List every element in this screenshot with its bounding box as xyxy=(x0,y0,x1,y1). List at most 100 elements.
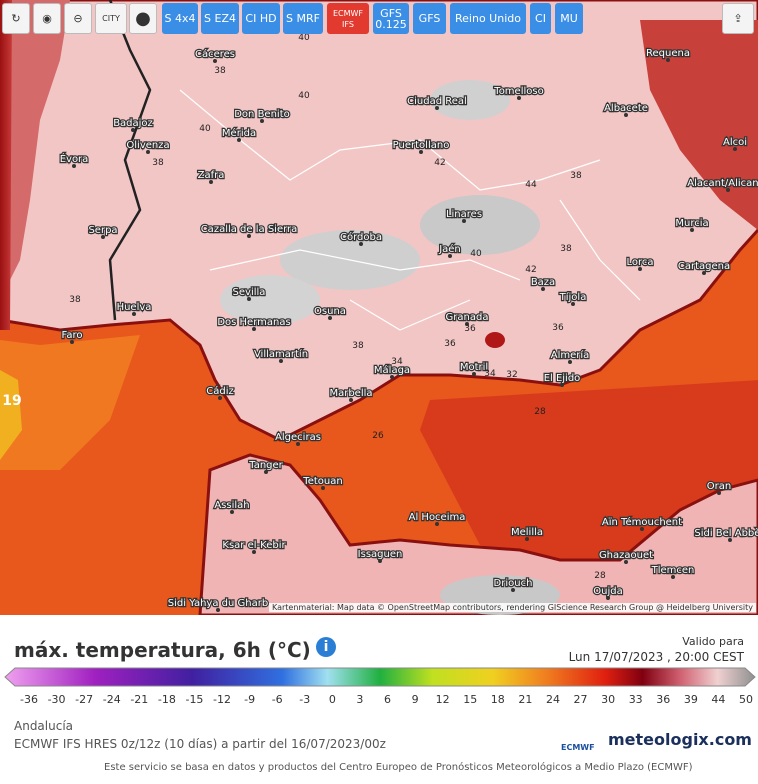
city-label: Jaén xyxy=(438,243,461,255)
city-label: Ksar el-Kebir xyxy=(222,540,286,551)
model-button[interactable]: ECMWF IFS xyxy=(327,3,369,34)
city-label: Almería xyxy=(551,349,590,361)
legend-tick-label: -3 xyxy=(299,693,310,706)
model-button[interactable]: CI HD xyxy=(242,3,280,34)
location-button[interactable]: ◉ xyxy=(33,3,61,34)
city-dot xyxy=(435,522,439,526)
marker-button[interactable]: ● xyxy=(129,3,157,34)
city-dot xyxy=(146,150,150,154)
city-label: Villamartín xyxy=(254,348,308,360)
city-dot xyxy=(390,375,394,379)
city-dot xyxy=(264,470,268,474)
contour-label: 40 xyxy=(199,124,211,134)
model-button[interactable]: S MRF xyxy=(283,3,323,34)
city-button[interactable]: CITY xyxy=(95,3,127,34)
contour-label: 40 xyxy=(298,91,310,101)
city-dot xyxy=(213,59,217,63)
contour-label: 40 xyxy=(298,33,310,43)
model-button[interactable]: GFS 0.125 xyxy=(373,3,409,34)
contour-label: 42 xyxy=(434,158,445,168)
refresh-button[interactable]: ↻ xyxy=(2,3,30,34)
city-label: Baza xyxy=(531,277,555,288)
city-label: Serpa xyxy=(88,225,117,236)
city-label: Alcoi xyxy=(723,137,747,148)
city-label: Cazalla de la Sierra xyxy=(201,224,298,235)
city-label: Melilla xyxy=(511,527,543,538)
city-label: Motril xyxy=(460,362,488,373)
legend-tick-label: 12 xyxy=(436,693,450,706)
legend-tick-label: 27 xyxy=(574,693,588,706)
color-bar xyxy=(4,667,756,687)
legend-tick-label: 15 xyxy=(463,693,477,706)
city-label: Requena xyxy=(646,48,690,59)
model-button[interactable]: S 4x4 xyxy=(162,3,198,34)
model-button[interactable]: MU xyxy=(555,3,583,34)
city-dot xyxy=(624,113,628,117)
cool-patch xyxy=(220,275,320,325)
contour-label: 38 xyxy=(352,341,364,351)
legend-tick-label: 9 xyxy=(412,693,419,706)
city-label: El Ejido xyxy=(544,373,581,384)
city-dot xyxy=(378,559,382,563)
contour-label: 38 xyxy=(570,171,582,181)
city-dot xyxy=(349,398,353,402)
city-dot xyxy=(560,383,564,387)
city-label: Cáceres xyxy=(195,48,235,60)
city-label: Issaguen xyxy=(358,549,403,560)
city-dot xyxy=(321,486,325,490)
city-label: Algeciras xyxy=(275,432,321,443)
city-dot xyxy=(328,316,332,320)
city-label: Tomelloso xyxy=(493,86,543,97)
model-button[interactable]: CI xyxy=(530,3,551,34)
legend-tick-label: 33 xyxy=(629,693,643,706)
info-icon[interactable]: i xyxy=(316,637,336,657)
city-label: Sevilla xyxy=(233,287,266,298)
share-button[interactable]: ⇪ xyxy=(722,3,754,34)
model-button[interactable]: S EZ4 xyxy=(201,3,239,34)
toolbar: ↻ ◉ ⊖ CITY ● S 4x4 S EZ4 CI HD S MRF ECMWF I… xyxy=(0,0,758,36)
city-dot xyxy=(260,119,264,123)
contour-label: 38 xyxy=(69,295,81,305)
color-legend: -36 -30 -27 -24 -21 -18 -15 -12 -9 -6 -3 0 3 6 9 12 15 18… xyxy=(4,667,756,706)
city-label: Oran xyxy=(707,481,731,492)
legend-tick-label: 21 xyxy=(518,693,532,706)
city-dot xyxy=(237,138,241,142)
legend-tick-label: 36 xyxy=(656,693,670,706)
model-button[interactable]: GFS xyxy=(413,3,446,34)
city-dot xyxy=(717,491,721,495)
city-dot xyxy=(568,360,572,364)
map[interactable]: Cáceres Don Benito Badajoz Mérida Olivenza Év… xyxy=(0,0,758,615)
city-label: Cartagena xyxy=(678,261,730,272)
hot-spot xyxy=(485,332,505,348)
city-dot xyxy=(419,150,423,154)
city-dot xyxy=(247,234,251,238)
ecmwf-logo: ECMWF xyxy=(561,743,595,752)
zoom-button[interactable]: ⊖ xyxy=(64,3,92,34)
city-dot xyxy=(132,312,136,316)
city-label: Albacete xyxy=(604,103,648,114)
city-dot xyxy=(690,228,694,232)
info-panel: máx. temperatura, 6h (°C) i Valido para … xyxy=(0,615,758,784)
contour-label: 26 xyxy=(372,431,384,441)
model-button[interactable]: Reino Unido xyxy=(450,3,526,34)
city-dot xyxy=(252,550,256,554)
city-dot xyxy=(218,396,222,400)
site-logo[interactable]: meteologix.com xyxy=(608,730,752,749)
border xyxy=(108,0,152,321)
city-dot xyxy=(702,271,706,275)
city-label: Marbella xyxy=(329,388,372,399)
cool-patch xyxy=(430,80,510,120)
contour-label: 36 xyxy=(552,323,564,333)
legend-tick-label: 24 xyxy=(546,693,560,706)
valid-time: Lun 17/07/2023 , 20:00 CEST xyxy=(568,650,744,664)
contour-label: 32 xyxy=(506,370,517,380)
city-dot xyxy=(70,340,74,344)
city-label: Córdoba xyxy=(340,231,382,243)
city-label: Huelva xyxy=(117,302,152,313)
city-dot xyxy=(733,147,737,151)
city-label: Murcia xyxy=(675,218,708,229)
city-label: Cádiz xyxy=(206,385,234,397)
legend-tick-label: 50 xyxy=(739,693,753,706)
city-dot xyxy=(462,219,466,223)
city-label: Sidi Yahya du Gharb xyxy=(168,598,268,609)
